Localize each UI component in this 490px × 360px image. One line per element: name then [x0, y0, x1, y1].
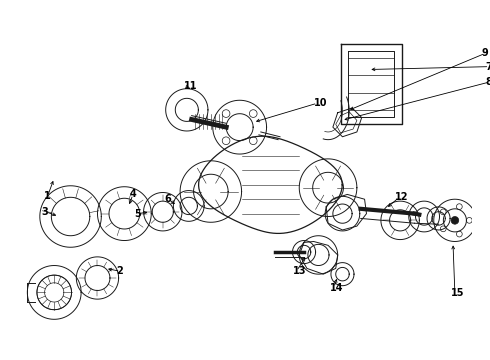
Text: 1: 1: [44, 191, 50, 201]
Text: 13: 13: [293, 266, 306, 276]
Text: 8: 8: [486, 77, 490, 87]
Text: 15: 15: [451, 288, 465, 298]
Text: 11: 11: [184, 81, 197, 91]
Text: 14: 14: [330, 283, 343, 293]
Text: 3: 3: [42, 207, 49, 217]
Text: 4: 4: [129, 189, 136, 199]
Text: 10: 10: [314, 98, 327, 108]
Text: 5: 5: [134, 209, 141, 219]
Circle shape: [451, 216, 459, 224]
Text: 7: 7: [486, 62, 490, 72]
Text: 2: 2: [117, 266, 123, 276]
Text: 6: 6: [165, 194, 172, 204]
Text: 12: 12: [395, 192, 409, 202]
Text: 9: 9: [482, 48, 489, 58]
